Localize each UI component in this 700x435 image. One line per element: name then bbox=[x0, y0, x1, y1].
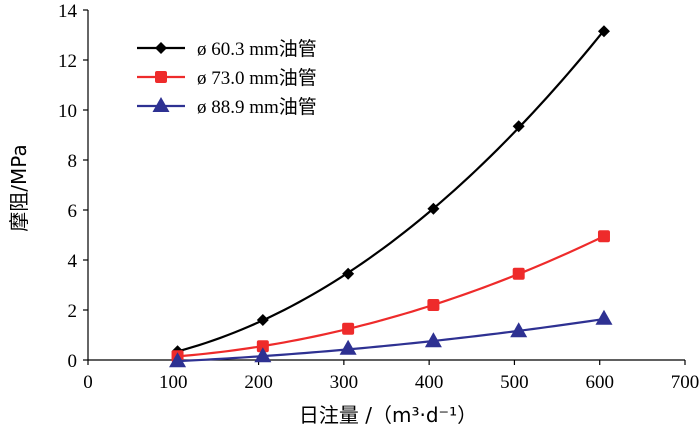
legend-item: ø 88.9 mm油管 bbox=[137, 96, 317, 118]
y-tick-label: 2 bbox=[68, 301, 78, 322]
data-point bbox=[597, 25, 610, 38]
data-point bbox=[510, 322, 528, 338]
y-tick-label: 12 bbox=[58, 51, 77, 72]
data-point bbox=[342, 322, 355, 335]
legend-label: ø 60.3 mm油管 bbox=[197, 38, 317, 60]
legend-marker bbox=[155, 42, 167, 54]
y-tick-label: 10 bbox=[58, 101, 77, 122]
legend-label: ø 73.0 mm油管 bbox=[197, 67, 317, 89]
data-point bbox=[597, 230, 610, 243]
data-point bbox=[342, 267, 355, 280]
series-line bbox=[177, 29, 605, 353]
legend-marker bbox=[155, 71, 167, 83]
data-point bbox=[512, 267, 525, 280]
data-point bbox=[424, 332, 442, 348]
data-point bbox=[512, 120, 525, 133]
data-point bbox=[427, 202, 440, 215]
legend-label: ø 88.9 mm油管 bbox=[197, 96, 317, 118]
x-tick-label: 600 bbox=[585, 372, 614, 393]
data-point bbox=[427, 299, 440, 311]
x-axis-title: 日注量 /（m³·d⁻¹） bbox=[299, 403, 477, 427]
data-point bbox=[254, 347, 272, 363]
x-tick-label: 0 bbox=[83, 372, 93, 393]
data-point bbox=[256, 314, 269, 326]
y-tick-label: 14 bbox=[58, 1, 78, 22]
series-line bbox=[177, 317, 605, 363]
y-tick-label: 0 bbox=[68, 351, 78, 372]
x-tick-label: 400 bbox=[415, 372, 444, 393]
y-axis-title: 摩阻/MPa bbox=[7, 144, 31, 231]
y-tick-label: 6 bbox=[68, 201, 78, 222]
legend-item: ø 60.3 mm油管 bbox=[137, 38, 317, 60]
legend-marker bbox=[152, 97, 170, 112]
x-tick-label: 500 bbox=[500, 372, 529, 393]
y-tick-label: 4 bbox=[68, 251, 78, 272]
series-line bbox=[177, 235, 605, 358]
data-point bbox=[169, 352, 187, 368]
data-point bbox=[595, 309, 613, 325]
legend: ø 60.3 mm油管 ø 73.0 mm油管 ø 88.9 mm油管 bbox=[137, 38, 317, 118]
y-tick-label: 8 bbox=[68, 151, 78, 172]
data-point bbox=[256, 340, 269, 353]
x-tick-label: 300 bbox=[330, 372, 359, 393]
plot-area: 0 100 200 300 400 500 600 700 0 2 4 6 8 10 12 14 bbox=[58, 1, 699, 393]
data-point bbox=[339, 339, 357, 355]
legend-item: ø 73.0 mm油管 bbox=[137, 67, 317, 89]
series-s2 bbox=[171, 230, 610, 363]
x-tick-label: 100 bbox=[159, 372, 188, 393]
series-layer bbox=[169, 25, 613, 368]
x-tick-label: 700 bbox=[671, 372, 700, 393]
series-s3 bbox=[169, 309, 613, 368]
x-tick-label: 200 bbox=[244, 372, 273, 393]
axis-ticks: 0 100 200 300 400 500 600 700 0 2 4 6 8 10 12 14 bbox=[58, 1, 699, 393]
